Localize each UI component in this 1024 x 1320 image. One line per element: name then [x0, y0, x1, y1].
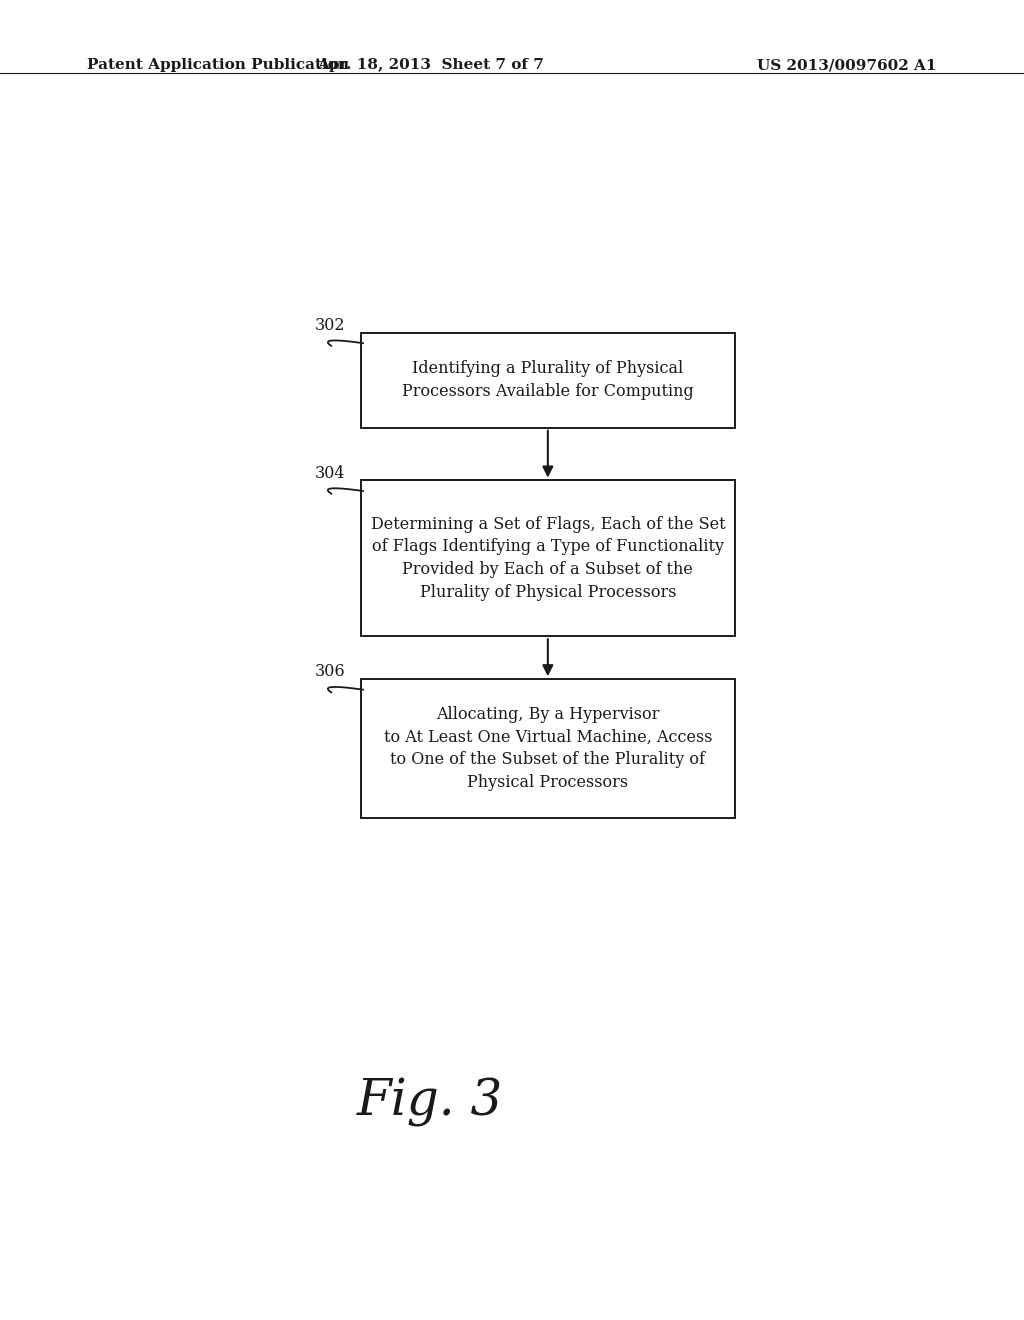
Text: Determining a Set of Flags, Each of the Set
of Flags Identifying a Type of Funct: Determining a Set of Flags, Each of the …	[371, 516, 725, 601]
Text: Apr. 18, 2013  Sheet 7 of 7: Apr. 18, 2013 Sheet 7 of 7	[316, 58, 544, 73]
Text: 304: 304	[315, 465, 345, 482]
FancyBboxPatch shape	[361, 678, 735, 817]
Text: Allocating, By a Hypervisor
to At Least One Virtual Machine, Access
to One of th: Allocating, By a Hypervisor to At Least …	[384, 706, 712, 791]
FancyBboxPatch shape	[361, 480, 735, 636]
Text: Fig. 3: Fig. 3	[357, 1077, 503, 1127]
Text: Identifying a Plurality of Physical
Processors Available for Computing: Identifying a Plurality of Physical Proc…	[402, 360, 693, 400]
FancyBboxPatch shape	[361, 333, 735, 428]
Text: US 2013/0097602 A1: US 2013/0097602 A1	[758, 58, 937, 73]
Text: Patent Application Publication: Patent Application Publication	[87, 58, 349, 73]
Text: 302: 302	[315, 317, 345, 334]
Text: 306: 306	[315, 663, 345, 680]
